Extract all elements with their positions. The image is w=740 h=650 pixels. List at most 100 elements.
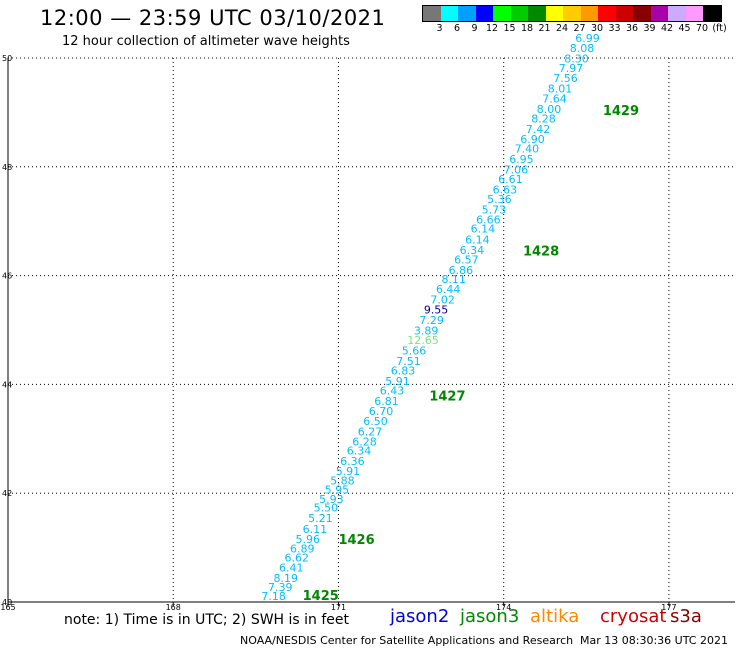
- satellite-cryosat-label: cryosat: [600, 606, 667, 627]
- satellite-jason3-label: jason3: [460, 606, 520, 627]
- wave-height-value: 6.86: [449, 264, 474, 277]
- color-scale-label: 70: [695, 23, 709, 34]
- wave-height-value: 5.36: [487, 193, 512, 206]
- wave-height-value: 6.34: [460, 244, 485, 257]
- wave-height-value: 6.99: [575, 32, 600, 45]
- wave-height-value: 6.90: [520, 133, 545, 146]
- longitude-tick-label: 177: [661, 603, 676, 612]
- color-scale-label: 36: [625, 23, 639, 34]
- latitude-tick-label: 46: [2, 272, 12, 281]
- wave-height-value: 12.65: [407, 334, 439, 347]
- color-scale-label: 6: [453, 23, 461, 34]
- color-scale-label: 18: [520, 23, 534, 34]
- wave-height-value: 7.97: [559, 62, 584, 75]
- wave-height-value: 6.89: [290, 542, 315, 555]
- wave-height-value: 5.50: [314, 502, 339, 515]
- wave-height-value: 6.27: [358, 426, 383, 439]
- latitude-tick-label: 50: [2, 54, 12, 63]
- color-swatch-12: [633, 6, 651, 21]
- wave-height-value: 8.00: [537, 103, 562, 116]
- wave-height-value: 6.44: [436, 283, 461, 296]
- wave-height-value: 5.91: [385, 375, 410, 388]
- color-scale-bar: [422, 5, 722, 22]
- generation-timestamp: Mar 13 08:30:36 UTC 2021: [580, 634, 728, 647]
- color-swatch-14: [668, 6, 686, 21]
- color-swatch-1: [440, 6, 458, 21]
- pass-time-label: 1429: [603, 104, 639, 119]
- wave-height-value: 7.02: [430, 293, 455, 306]
- wave-height-value: 8.08: [570, 42, 595, 55]
- color-swatch-2: [458, 6, 476, 21]
- color-swatch-6: [528, 6, 546, 21]
- wave-height-value: 5.96: [295, 533, 320, 546]
- color-scale-label: 45: [678, 23, 691, 34]
- color-swatch-10: [598, 6, 616, 21]
- color-scale-label: 33: [608, 23, 621, 34]
- color-swatch-16: [703, 6, 721, 21]
- color-swatch-7: [545, 6, 563, 21]
- wave-height-value: 9.55: [424, 304, 449, 317]
- color-scale-label: 39: [643, 23, 656, 34]
- wave-height-value: 6.34: [347, 445, 372, 458]
- wave-height-value: 7.56: [553, 72, 578, 85]
- wave-height-value: 8.28: [531, 113, 556, 126]
- color-swatch-11: [615, 6, 633, 21]
- satellite-altika-label: altika: [530, 606, 580, 627]
- wave-height-value: 7.29: [419, 314, 444, 327]
- color-scale-label: 30: [590, 23, 604, 34]
- pass-time-label: 1427: [429, 390, 465, 405]
- latitude-tick-label: 48: [2, 163, 12, 172]
- footer-note: note: 1) Time is in UTC; 2) SWH is in fe…: [64, 612, 350, 628]
- wave-height-value: 6.61: [498, 173, 523, 186]
- wave-height-value: 7.39: [268, 581, 293, 594]
- pass-time-label: 1426: [338, 533, 374, 548]
- wave-height-value: 6.83: [391, 365, 416, 378]
- satellite-jason2-label: jason2: [390, 606, 450, 627]
- wave-height-value: 6.62: [284, 552, 309, 565]
- wave-height-value: 6.57: [454, 254, 479, 267]
- wave-height-value: 7.18: [261, 590, 286, 603]
- wave-height-value: 6.81: [374, 395, 399, 408]
- credit-line: NOAA/NESDIS Center for Satellite Applica…: [240, 634, 574, 647]
- map-title: 12:00 — 23:59 UTC 03/10/2021: [40, 6, 386, 30]
- color-swatch-9: [580, 6, 598, 21]
- wave-height-value: 5.91: [336, 465, 361, 478]
- color-scale-label: 3: [436, 23, 443, 34]
- wave-height-value: 8.30: [564, 52, 589, 65]
- wave-height-value: 6.50: [363, 415, 388, 428]
- color-scale-label: (ft): [712, 23, 727, 34]
- latitude-tick-label: 40: [2, 598, 12, 607]
- wave-height-value: 5.88: [330, 474, 355, 487]
- pass-time-label: 1425: [303, 589, 339, 604]
- color-scale-label: 9: [471, 23, 478, 34]
- pass-time-label: 1428: [523, 244, 559, 259]
- color-swatch-5: [510, 6, 528, 21]
- wave-height-value: 6.63: [493, 183, 517, 196]
- color-swatch-8: [563, 6, 581, 21]
- color-scale-label: 27: [573, 23, 586, 34]
- wave-height-value: 5.95: [325, 484, 350, 497]
- wave-height-value: 6.41: [279, 562, 304, 575]
- wave-height-value: 6.14: [471, 223, 496, 236]
- color-swatch-13: [650, 6, 668, 21]
- wave-height-value: 7.06: [504, 163, 529, 176]
- color-swatch-0: [423, 6, 441, 21]
- wave-height-value: 5.73: [482, 204, 507, 217]
- latitude-tick-label: 42: [2, 489, 12, 498]
- wave-height-value: 6.36: [340, 455, 365, 468]
- color-scale-label: 15: [503, 23, 516, 34]
- wave-height-value: 6.11: [303, 523, 328, 536]
- wave-height-value: 6.28: [352, 435, 377, 448]
- satellite-s3a-label: s3a: [670, 606, 702, 627]
- wave-height-value: 8.01: [548, 82, 573, 95]
- map-subtitle: 12 hour collection of altimeter wave hei…: [62, 34, 350, 49]
- wave-height-value: 6.14: [465, 234, 490, 247]
- color-scale-label: 12: [485, 23, 499, 34]
- wave-height-value: 6.70: [369, 405, 394, 418]
- color-scale-label: 21: [538, 23, 551, 34]
- color-swatch-4: [493, 6, 511, 21]
- wave-height-value: 8.11: [441, 273, 466, 286]
- wave-height-value: 5.66: [402, 344, 427, 357]
